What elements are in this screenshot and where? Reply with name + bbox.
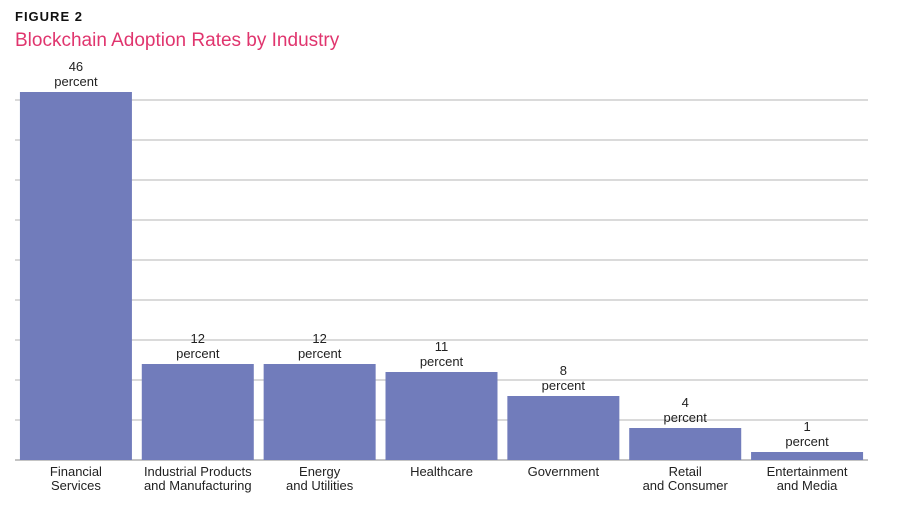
category-label: and Consumer bbox=[643, 478, 729, 493]
value-unit-label: percent bbox=[785, 434, 829, 449]
bar bbox=[751, 452, 864, 460]
category-label: Energy bbox=[299, 464, 341, 479]
category-label: and Manufacturing bbox=[144, 478, 252, 493]
value-unit-label: percent bbox=[298, 346, 342, 361]
category-label: and Media bbox=[777, 478, 838, 493]
bar bbox=[507, 396, 620, 460]
value-label: 1 bbox=[803, 419, 810, 434]
chart-title: Blockchain Adoption Rates by Industry bbox=[15, 30, 340, 51]
value-label: 4 bbox=[682, 395, 689, 410]
value-label: 11 bbox=[435, 339, 449, 354]
category-label: Financial bbox=[50, 464, 102, 479]
bar bbox=[385, 372, 498, 460]
bar bbox=[19, 92, 132, 460]
value-unit-label: percent bbox=[542, 378, 586, 393]
value-unit-label: percent bbox=[54, 74, 98, 89]
category-label: Industrial Products bbox=[144, 464, 252, 479]
category-label: Entertainment bbox=[767, 464, 848, 479]
value-unit-label: percent bbox=[420, 354, 464, 369]
bar bbox=[263, 364, 376, 460]
category-label: Retail bbox=[669, 464, 702, 479]
category-label: Government bbox=[528, 464, 600, 479]
value-label: 8 bbox=[560, 363, 567, 378]
value-label: 12 bbox=[191, 331, 205, 346]
value-unit-label: percent bbox=[176, 346, 220, 361]
bar bbox=[141, 364, 254, 460]
category-label: Services bbox=[51, 478, 101, 493]
bars bbox=[19, 92, 864, 460]
value-label: 12 bbox=[312, 331, 326, 346]
value-label: 46 bbox=[69, 59, 83, 74]
value-unit-label: percent bbox=[664, 410, 708, 425]
bar bbox=[629, 428, 742, 460]
figure-label: FIGURE 2 bbox=[15, 9, 83, 24]
category-label: Healthcare bbox=[410, 464, 473, 479]
category-label: and Utilities bbox=[286, 478, 354, 493]
